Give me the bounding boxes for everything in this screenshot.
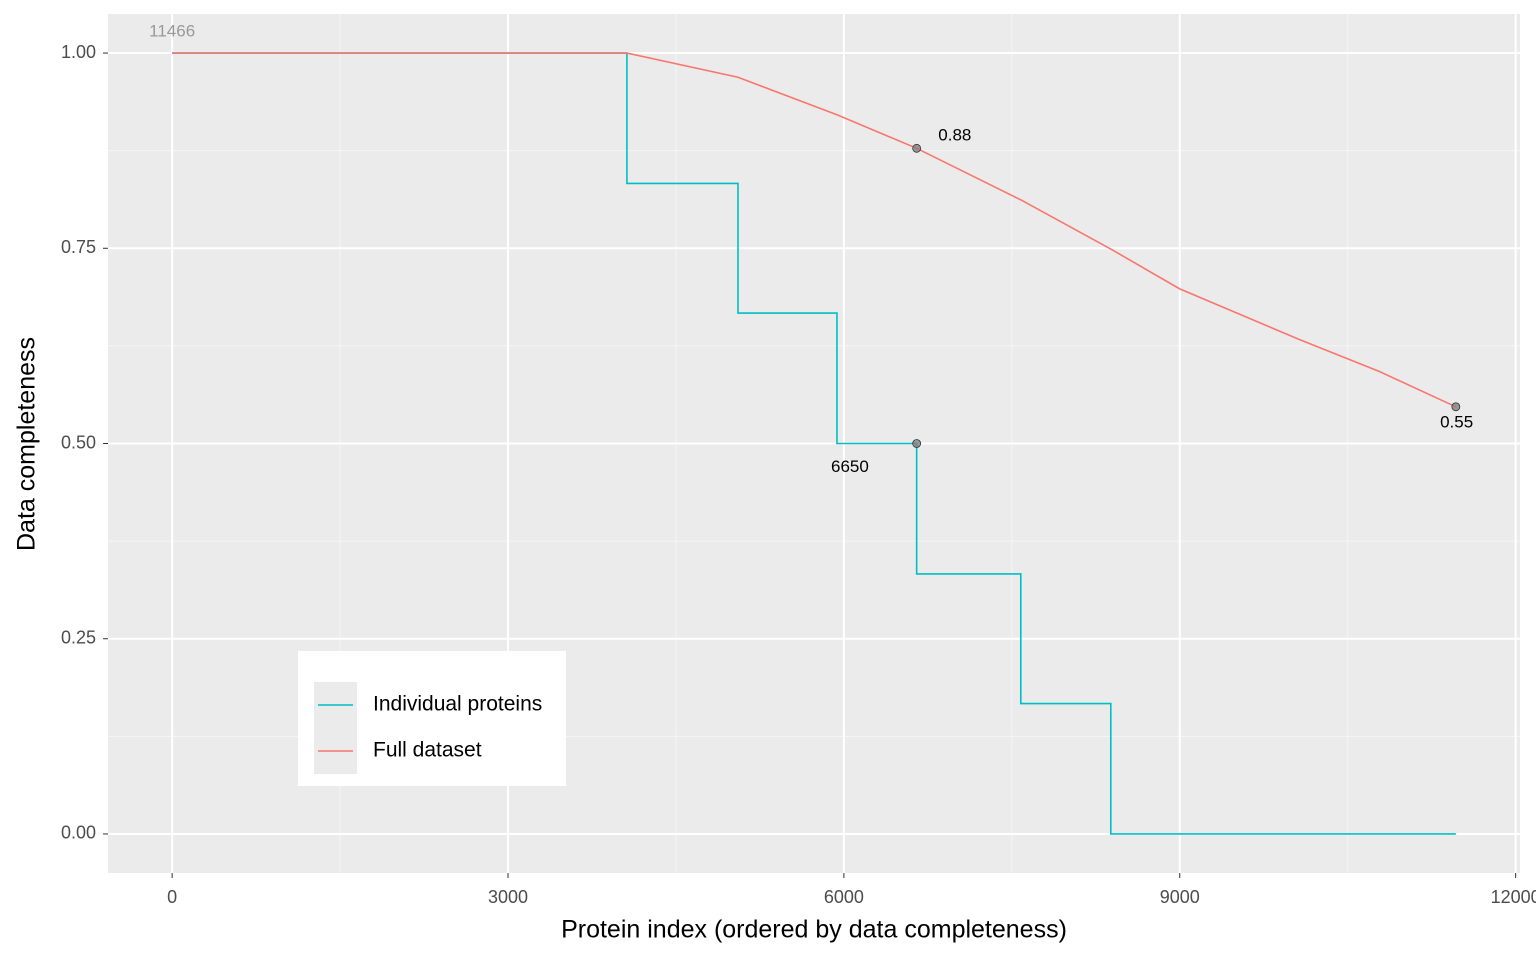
- x-tick-label: 3000: [488, 887, 528, 907]
- legend-label: Full dataset: [373, 739, 482, 762]
- y-axis-title: Data completeness: [13, 337, 41, 551]
- point: [912, 143, 922, 153]
- point: [1451, 402, 1461, 412]
- y-tick-label: 0.25: [61, 627, 96, 647]
- annotation: 11466: [149, 21, 195, 40]
- x-tick-label: 9000: [1160, 887, 1200, 907]
- annotation: 6650: [831, 457, 869, 476]
- y-tick-label: 0.50: [61, 432, 96, 452]
- axes: 0 3000 6000 9000 12000 0.00 0.25 0.50 0.75 1.00: [61, 42, 1536, 907]
- legend: Individual proteins Full dataset: [298, 651, 566, 786]
- y-tick-label: 0.00: [61, 823, 96, 843]
- x-tick-label: 0: [167, 887, 177, 907]
- annotation: 0.88: [938, 125, 971, 144]
- series-line: [172, 52, 1457, 408]
- annotation: 0.55: [1440, 413, 1473, 432]
- marks: 0.88 0.55 6650 11466: [149, 21, 1473, 835]
- point: [912, 439, 922, 448]
- x-tick-label: 6000: [824, 887, 864, 907]
- y-tick-label: 0.75: [61, 237, 96, 257]
- x-axis-title: Protein index (ordered by data completen…: [561, 916, 1067, 944]
- series-line: [172, 52, 1456, 835]
- legend-label: Individual proteins: [373, 693, 542, 716]
- y-tick-label: 1.00: [61, 42, 96, 62]
- x-tick-label: 12000: [1491, 887, 1536, 907]
